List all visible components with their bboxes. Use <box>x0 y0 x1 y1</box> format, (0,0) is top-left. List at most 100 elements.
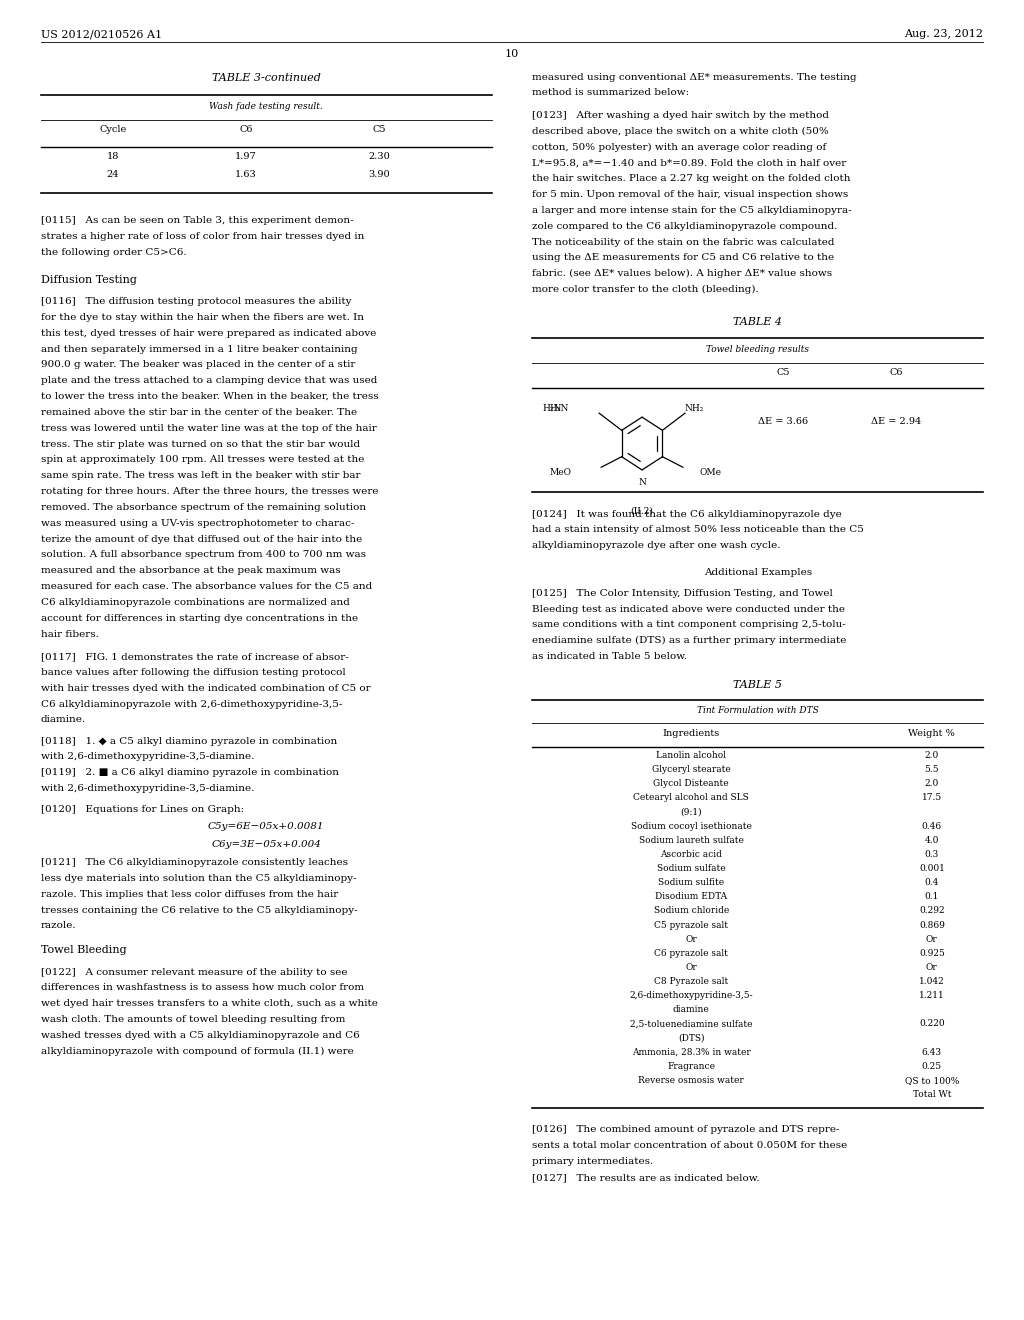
Text: and then separately immersed in a 1 litre beaker containing: and then separately immersed in a 1 litr… <box>41 345 357 354</box>
Text: differences in washfastness is to assess how much color from: differences in washfastness is to assess… <box>41 983 365 993</box>
Text: 0.001: 0.001 <box>919 865 945 873</box>
Text: 18: 18 <box>106 152 119 161</box>
Text: 2,5-toluenediamine sulfate: 2,5-toluenediamine sulfate <box>630 1019 753 1028</box>
Text: C6: C6 <box>889 368 903 378</box>
Text: described above, place the switch on a white cloth (50%: described above, place the switch on a w… <box>532 127 829 136</box>
Text: plate and the tress attached to a clamping device that was used: plate and the tress attached to a clampi… <box>41 376 377 385</box>
Text: Ingredients: Ingredients <box>663 729 720 738</box>
Text: razole.: razole. <box>41 921 77 931</box>
Text: 0.1: 0.1 <box>925 892 939 902</box>
Text: C5: C5 <box>776 368 791 378</box>
Text: [0126]   The combined amount of pyrazole and DTS repre-: [0126] The combined amount of pyrazole a… <box>532 1125 840 1134</box>
Text: 0.925: 0.925 <box>919 949 945 958</box>
Text: bance values after following the diffusion testing protocol: bance values after following the diffusi… <box>41 668 346 677</box>
Text: diamine.: diamine. <box>41 715 86 725</box>
Text: 2,6-dimethoxypyridine-3,5-: 2,6-dimethoxypyridine-3,5- <box>630 991 753 1001</box>
Text: remained above the stir bar in the center of the beaker. The: remained above the stir bar in the cente… <box>41 408 357 417</box>
Text: less dye materials into solution than the C5 alkyldiaminopy-: less dye materials into solution than th… <box>41 874 356 883</box>
Text: Lanolin alcohol: Lanolin alcohol <box>656 751 726 760</box>
Text: 1.63: 1.63 <box>234 170 257 180</box>
Text: (9:1): (9:1) <box>680 808 702 817</box>
Text: TABLE 4: TABLE 4 <box>733 317 782 327</box>
Text: 0.4: 0.4 <box>925 878 939 887</box>
Text: [0120]   Equations for Lines on Graph:: [0120] Equations for Lines on Graph: <box>41 805 244 814</box>
Text: [0119]   2. ■ a C6 alkyl diamino pyrazole in combination: [0119] 2. ■ a C6 alkyl diamino pyrazole … <box>41 768 339 777</box>
Text: method is summarized below:: method is summarized below: <box>532 88 689 98</box>
Text: 0.869: 0.869 <box>919 920 945 929</box>
Text: Or: Or <box>926 935 938 944</box>
Text: measured and the absorbance at the peak maximum was: measured and the absorbance at the peak … <box>41 566 341 576</box>
Text: (DTS): (DTS) <box>678 1034 705 1043</box>
Text: Or: Or <box>685 964 697 972</box>
Text: Tint Formulation with DTS: Tint Formulation with DTS <box>697 706 818 715</box>
Text: N: N <box>638 478 646 487</box>
Text: [0115]   As can be seen on Table 3, this experiment demon-: [0115] As can be seen on Table 3, this e… <box>41 216 353 226</box>
Text: [0124]   It was found that the C6 alkyldiaminopyrazole dye: [0124] It was found that the C6 alkyldia… <box>532 510 842 519</box>
Text: C5 pyrazole salt: C5 pyrazole salt <box>654 920 728 929</box>
Text: with hair tresses dyed with the indicated combination of C5 or: with hair tresses dyed with the indicate… <box>41 684 371 693</box>
Text: (II.2): (II.2) <box>631 507 653 516</box>
Text: 3.90: 3.90 <box>368 170 390 180</box>
Text: H₂N: H₂N <box>550 404 569 413</box>
Text: Sodium laureth sulfate: Sodium laureth sulfate <box>639 836 743 845</box>
Text: Sodium sulfate: Sodium sulfate <box>656 865 726 873</box>
Text: Or: Or <box>685 935 697 944</box>
Text: 900.0 g water. The beaker was placed in the center of a stir: 900.0 g water. The beaker was placed in … <box>41 360 355 370</box>
Text: Towel bleeding results: Towel bleeding results <box>707 345 809 354</box>
Text: as indicated in Table 5 below.: as indicated in Table 5 below. <box>532 652 687 661</box>
Text: for 5 min. Upon removal of the hair, visual inspection shows: for 5 min. Upon removal of the hair, vis… <box>532 190 849 199</box>
Text: Sodium chloride: Sodium chloride <box>653 907 729 916</box>
Text: Towel Bleeding: Towel Bleeding <box>41 945 127 956</box>
Text: Disodium EDTA: Disodium EDTA <box>655 892 727 902</box>
Text: measured for each case. The absorbance values for the C5 and: measured for each case. The absorbance v… <box>41 582 372 591</box>
Text: C6y=3E−05x+0.004: C6y=3E−05x+0.004 <box>211 840 322 849</box>
Text: strates a higher rate of loss of color from hair tresses dyed in: strates a higher rate of loss of color f… <box>41 232 365 242</box>
Text: 0.220: 0.220 <box>919 1019 945 1028</box>
Text: 1.97: 1.97 <box>234 152 257 161</box>
Text: spin at approximately 100 rpm. All tresses were tested at the: spin at approximately 100 rpm. All tress… <box>41 455 365 465</box>
Text: Glyceryl stearate: Glyceryl stearate <box>652 766 730 775</box>
Text: measured using conventional ΔE* measurements. The testing: measured using conventional ΔE* measurem… <box>532 73 857 82</box>
Text: alkyldiaminopyrazole with compound of formula (II.1) were: alkyldiaminopyrazole with compound of fo… <box>41 1047 353 1056</box>
Text: NH₂: NH₂ <box>684 404 703 413</box>
Text: removed. The absorbance spectrum of the remaining solution: removed. The absorbance spectrum of the … <box>41 503 367 512</box>
Text: terize the amount of dye that diffused out of the hair into the: terize the amount of dye that diffused o… <box>41 535 362 544</box>
Text: Total Wt: Total Wt <box>912 1090 951 1100</box>
Text: 6.43: 6.43 <box>922 1048 942 1057</box>
Text: [0117]   FIG. 1 demonstrates the rate of increase of absor-: [0117] FIG. 1 demonstrates the rate of i… <box>41 652 349 661</box>
Text: tresses containing the C6 relative to the C5 alkyldiaminopy-: tresses containing the C6 relative to th… <box>41 906 357 915</box>
Text: with 2,6-dimethoxypyridine-3,5-diamine.: with 2,6-dimethoxypyridine-3,5-diamine. <box>41 784 254 793</box>
Text: razole. This implies that less color diffuses from the hair: razole. This implies that less color dif… <box>41 890 338 899</box>
Text: 2.0: 2.0 <box>925 779 939 788</box>
Text: L*=95.8, a*=−1.40 and b*=0.89. Fold the cloth in half over: L*=95.8, a*=−1.40 and b*=0.89. Fold the … <box>532 158 847 168</box>
Text: primary intermediates.: primary intermediates. <box>532 1156 653 1166</box>
Text: C6 alkyldiaminopyrazole combinations are normalized and: C6 alkyldiaminopyrazole combinations are… <box>41 598 350 607</box>
Text: using the ΔE measurements for C5 and C6 relative to the: using the ΔE measurements for C5 and C6 … <box>532 253 835 263</box>
Text: 4.0: 4.0 <box>925 836 939 845</box>
Text: 24: 24 <box>106 170 119 180</box>
Text: wet dyed hair tresses transfers to a white cloth, such as a white: wet dyed hair tresses transfers to a whi… <box>41 999 378 1008</box>
Text: 10: 10 <box>505 49 519 59</box>
Text: tress was lowered until the water line was at the top of the hair: tress was lowered until the water line w… <box>41 424 377 433</box>
Text: tress. The stir plate was turned on so that the stir bar would: tress. The stir plate was turned on so t… <box>41 440 360 449</box>
Text: alkyldiaminopyrazole dye after one wash cycle.: alkyldiaminopyrazole dye after one wash … <box>532 541 781 550</box>
Text: The noticeability of the stain on the fabric was calculated: The noticeability of the stain on the fa… <box>532 238 835 247</box>
Text: ΔE = 2.94: ΔE = 2.94 <box>870 417 922 426</box>
Text: H₂N: H₂N <box>543 404 562 413</box>
Text: OMe: OMe <box>699 469 721 477</box>
Text: account for differences in starting dye concentrations in the: account for differences in starting dye … <box>41 614 358 623</box>
Text: Ascorbic acid: Ascorbic acid <box>660 850 722 859</box>
Text: Ammonia, 28.3% in water: Ammonia, 28.3% in water <box>632 1048 751 1057</box>
Text: hair fibers.: hair fibers. <box>41 630 99 639</box>
Text: this test, dyed tresses of hair were prepared as indicated above: this test, dyed tresses of hair were pre… <box>41 329 377 338</box>
Text: enediamine sulfate (DTS) as a further primary intermediate: enediamine sulfate (DTS) as a further pr… <box>532 636 847 645</box>
Text: C8 Pyrazole salt: C8 Pyrazole salt <box>654 977 728 986</box>
Text: MeO: MeO <box>550 469 571 477</box>
Text: sents a total molar concentration of about 0.050M for these: sents a total molar concentration of abo… <box>532 1140 848 1150</box>
Text: C6 pyrazole salt: C6 pyrazole salt <box>654 949 728 958</box>
Text: C5: C5 <box>372 125 386 135</box>
Text: to lower the tress into the beaker. When in the beaker, the tress: to lower the tress into the beaker. When… <box>41 392 379 401</box>
Text: 2.30: 2.30 <box>368 152 390 161</box>
Text: [0127]   The results are as indicated below.: [0127] The results are as indicated belo… <box>532 1173 760 1181</box>
Text: 17.5: 17.5 <box>922 793 942 803</box>
